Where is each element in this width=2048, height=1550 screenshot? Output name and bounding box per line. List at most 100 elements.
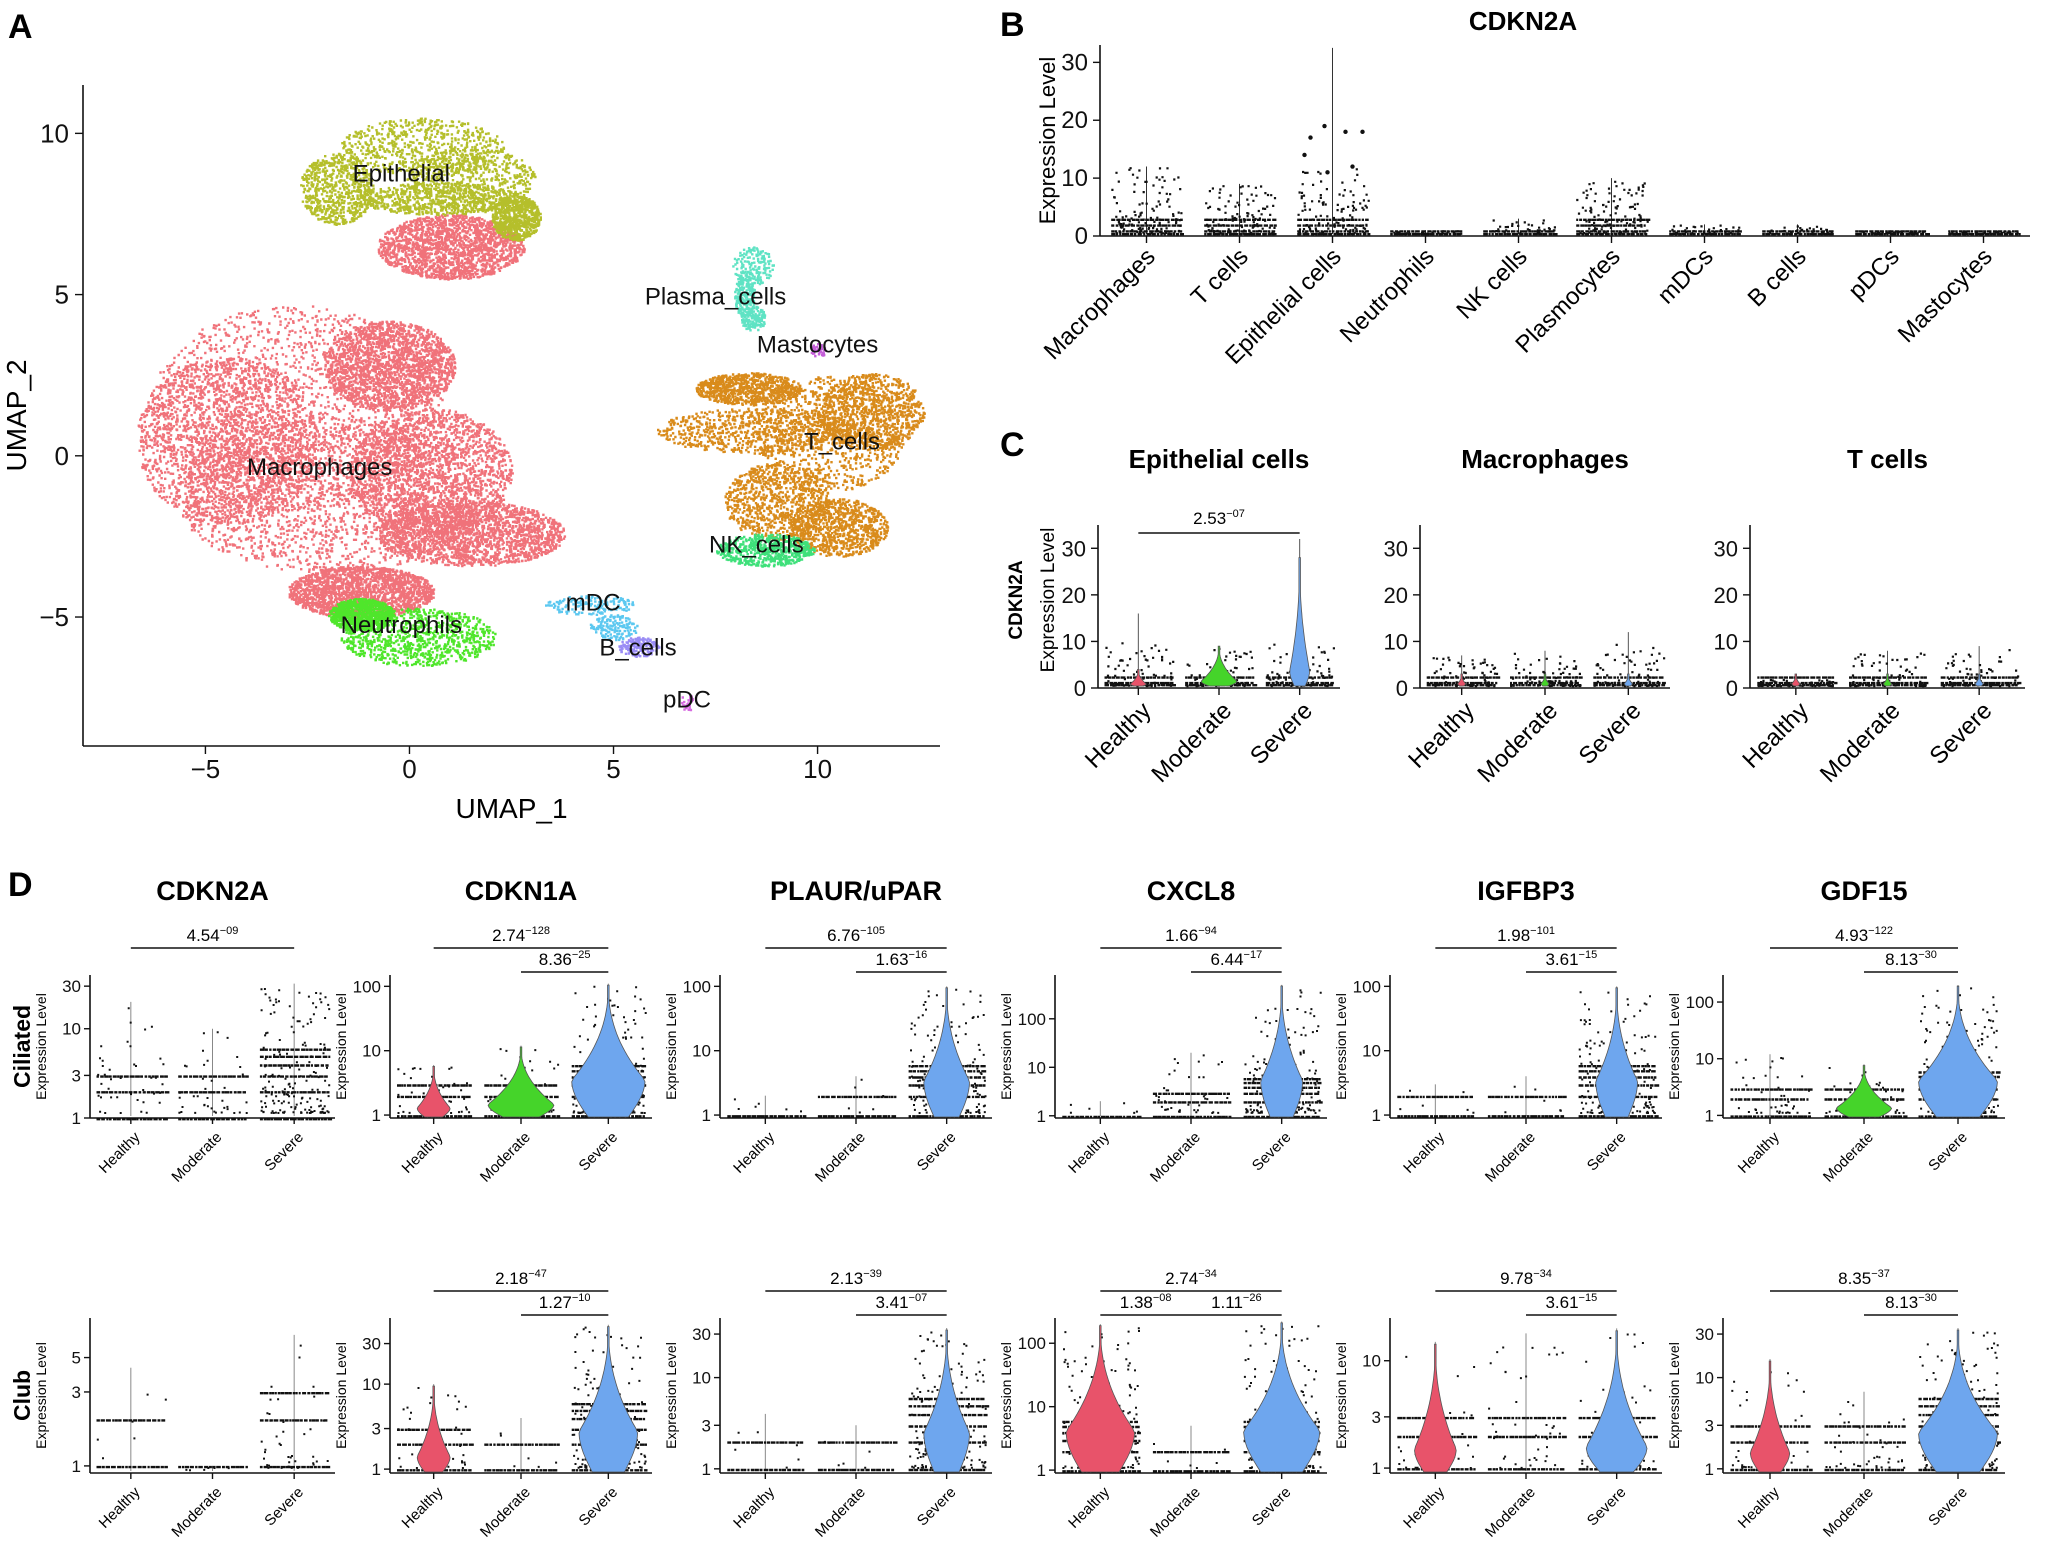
y-tick-label: 1 bbox=[1037, 1107, 1046, 1126]
y-tick-label: 0 bbox=[1075, 223, 1088, 250]
y-tick-label: 30 bbox=[1061, 49, 1088, 76]
p-value: 8.13−30 bbox=[1885, 1292, 1937, 1312]
jitter-points bbox=[178, 1031, 248, 1114]
p-value: 4.54−09 bbox=[187, 925, 239, 945]
x-tick-label: B cells bbox=[1743, 243, 1812, 312]
x-tick-label: Healthy bbox=[1080, 697, 1157, 774]
x-tick-label: T cells bbox=[1186, 243, 1254, 311]
violin bbox=[1918, 984, 2001, 1118]
violin-6 bbox=[1669, 224, 1742, 236]
y-tick-label: 10 bbox=[40, 118, 69, 148]
violin bbox=[178, 1028, 249, 1121]
x-tick-label: Healthy bbox=[96, 1483, 144, 1531]
umap-cluster-points bbox=[681, 695, 694, 712]
jitter-band bbox=[1062, 1115, 1142, 1119]
jitter-band bbox=[259, 1392, 331, 1469]
x-tick-label: Moderate bbox=[1146, 697, 1237, 788]
jitter-band bbox=[1762, 230, 1834, 236]
violin-shape bbox=[1974, 673, 1984, 687]
p-value: 1.11−26 bbox=[1211, 1292, 1262, 1312]
x-tick-label: Moderate bbox=[1147, 1129, 1204, 1186]
violin-shape bbox=[1918, 985, 1998, 1118]
x-tick-label: Healthy bbox=[1065, 1483, 1113, 1531]
jitter-points bbox=[1593, 643, 1666, 688]
x-tick-label: NK cells bbox=[1451, 243, 1532, 324]
x-tick-label: Healthy bbox=[1065, 1128, 1113, 1176]
x-tick-label: Moderate bbox=[1472, 697, 1563, 788]
y-tick-label: 30 bbox=[62, 977, 81, 996]
x-tick-label: Neutrophils bbox=[1335, 243, 1440, 348]
y-tick-label: 1 bbox=[1372, 1106, 1381, 1125]
violin bbox=[1510, 650, 1583, 688]
violin bbox=[1487, 1333, 1567, 1471]
p-value: 8.36−25 bbox=[539, 949, 591, 969]
p-value-exponent: −128 bbox=[525, 925, 550, 937]
y-tick-label: 100 bbox=[683, 977, 711, 996]
p-value: 1.66−94 bbox=[1165, 925, 1217, 945]
violin bbox=[1578, 1328, 1658, 1473]
y-axis-label: Expression Level bbox=[663, 1342, 679, 1449]
p-value-exponent: −30 bbox=[1918, 949, 1937, 961]
jitter-band bbox=[1297, 218, 1371, 236]
cluster-label: pDC bbox=[663, 686, 711, 713]
cluster-label: NK_cells bbox=[709, 532, 804, 559]
y-axis-label: Expression Level bbox=[1666, 993, 1682, 1100]
subpanel-d: 1 3 10 30 Expression Level Healthy Moderate Sev… bbox=[333, 1268, 652, 1541]
p-value-exponent: −34 bbox=[1198, 1268, 1217, 1280]
violin bbox=[817, 1425, 898, 1472]
x-tick-label: Healthy bbox=[730, 1483, 778, 1531]
subpanel-d: 1 3 10 30 Expression Level Healthy Moderate Sev… bbox=[663, 1268, 992, 1541]
violin-shape bbox=[487, 1046, 555, 1118]
gene-title: CXCL8 bbox=[1147, 876, 1236, 906]
x-tick-label: Healthy bbox=[399, 1483, 447, 1531]
p-value-mantissa: 1.38 bbox=[1120, 1293, 1153, 1312]
violin-2 bbox=[1297, 47, 1371, 236]
cluster-label: Plasma_cells bbox=[645, 283, 786, 310]
jitter-points bbox=[1825, 1067, 1905, 1114]
panel-letter-a: A bbox=[8, 8, 33, 46]
violin-shape bbox=[1595, 987, 1639, 1118]
p-value-mantissa: 2.53 bbox=[1193, 509, 1226, 528]
x-tick-label: Moderate bbox=[1820, 1129, 1877, 1186]
violin bbox=[908, 986, 987, 1118]
violin bbox=[1243, 984, 1323, 1119]
y-tick-label: 1 bbox=[1705, 1106, 1714, 1125]
violin-shape bbox=[1623, 673, 1633, 687]
p-value: 2.74−128 bbox=[492, 925, 550, 945]
cluster-label: T_cells bbox=[804, 428, 880, 455]
p-value-exponent: −122 bbox=[1868, 925, 1893, 937]
x-tick-label: Healthy bbox=[730, 1128, 778, 1176]
violin-7 bbox=[1762, 224, 1834, 236]
p-value-exponent: −10 bbox=[572, 1292, 591, 1304]
y-tick-label: 10 bbox=[1714, 629, 1738, 654]
y-tick-label: 30 bbox=[1714, 536, 1738, 561]
violin bbox=[1487, 1076, 1567, 1118]
p-value-mantissa: 2.74 bbox=[492, 926, 525, 945]
violin-shape bbox=[1540, 673, 1550, 687]
jitter-band bbox=[817, 1095, 897, 1118]
x-tick-label: Healthy bbox=[1400, 1128, 1448, 1176]
subpanel-title: Macrophages bbox=[1461, 444, 1629, 474]
violin-shape bbox=[1749, 1360, 1791, 1473]
jitter-band bbox=[1152, 1092, 1232, 1119]
violin-4 bbox=[1483, 218, 1558, 236]
violin-shape bbox=[923, 987, 970, 1118]
p-value-mantissa: 3.41 bbox=[875, 1293, 908, 1312]
p-value: 2.13−39 bbox=[830, 1268, 882, 1288]
jitter-points bbox=[734, 1431, 800, 1469]
jitter-points bbox=[1428, 656, 1499, 688]
umap-points bbox=[137, 117, 926, 712]
x-tick-label: Healthy bbox=[1735, 1128, 1783, 1176]
subpanel-title: T cells bbox=[1847, 444, 1928, 474]
y-axis-label: Expression Level bbox=[1666, 1342, 1682, 1449]
jitter-points bbox=[1735, 1057, 1811, 1114]
jitter-points bbox=[1399, 1089, 1475, 1114]
y-tick-label: 1 bbox=[72, 1109, 81, 1128]
jitter-band bbox=[1104, 676, 1176, 687]
gene-title: CDKN1A bbox=[465, 876, 578, 906]
p-value-exponent: −26 bbox=[1243, 1292, 1262, 1304]
